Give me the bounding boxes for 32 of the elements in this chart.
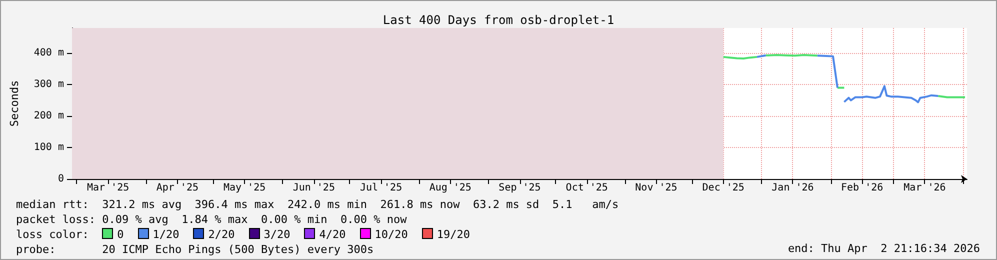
- text: median rtt: 321.2 ms avg 396.4 ms max 242.0 ms min 261.8 ms now 63.2 ms sd 5.1 am/s: [16, 198, 619, 211]
- legend-title: loss color:: [16, 228, 90, 241]
- y-tick-label: 300 m: [34, 79, 64, 90]
- y-tick-label: 400 m: [34, 48, 64, 59]
- legend-label: 0: [116, 228, 124, 241]
- y-axis-title: Seconds: [8, 80, 21, 127]
- x-tick-label: Jul '25: [360, 182, 402, 194]
- x-tick-label: Mar '25: [86, 182, 130, 194]
- legend-label: 10/20: [374, 228, 408, 241]
- x-tick-label: Apr '25: [156, 182, 198, 194]
- x-tick-label: Sep '25: [498, 182, 541, 194]
- y-tick-label: 0: [58, 174, 64, 184]
- legend-label: 19/20: [436, 228, 470, 241]
- x-tick-label: Feb '26: [841, 182, 884, 194]
- chart-title: Last 400 Days from osb-droplet-1: [382, 13, 614, 27]
- x-tick-label: May '25: [223, 182, 266, 194]
- x-tick-label: Aug '25: [429, 182, 472, 194]
- x-tick-label: Nov '25: [635, 182, 678, 194]
- x-tick-label: Jan '26: [772, 182, 814, 194]
- legend-label: 4/20: [318, 228, 346, 241]
- legend-label: 2/20: [207, 228, 235, 241]
- x-tick-label: Mar '26: [904, 182, 946, 194]
- x-tick-label: Jun '25: [292, 182, 335, 194]
- legend-label: 3/20: [262, 228, 290, 241]
- text: end: Thu Apr 2 21:16:34 2026: [788, 242, 980, 255]
- y-tick-label: 200 m: [34, 110, 64, 122]
- x-tick-label: Oct '25: [566, 182, 608, 194]
- y-tick-label: 100 m: [34, 142, 64, 154]
- text: probe: 20 ICMP Echo Pings (500 Bytes) every 300s: [16, 243, 374, 256]
- legend-label: 1/20: [152, 228, 180, 241]
- x-tick-label: Dec '25: [702, 182, 744, 194]
- text: packet loss: 0.09 % avg 1.84 % max 0.00 % min 0.00 % now: [16, 213, 407, 226]
